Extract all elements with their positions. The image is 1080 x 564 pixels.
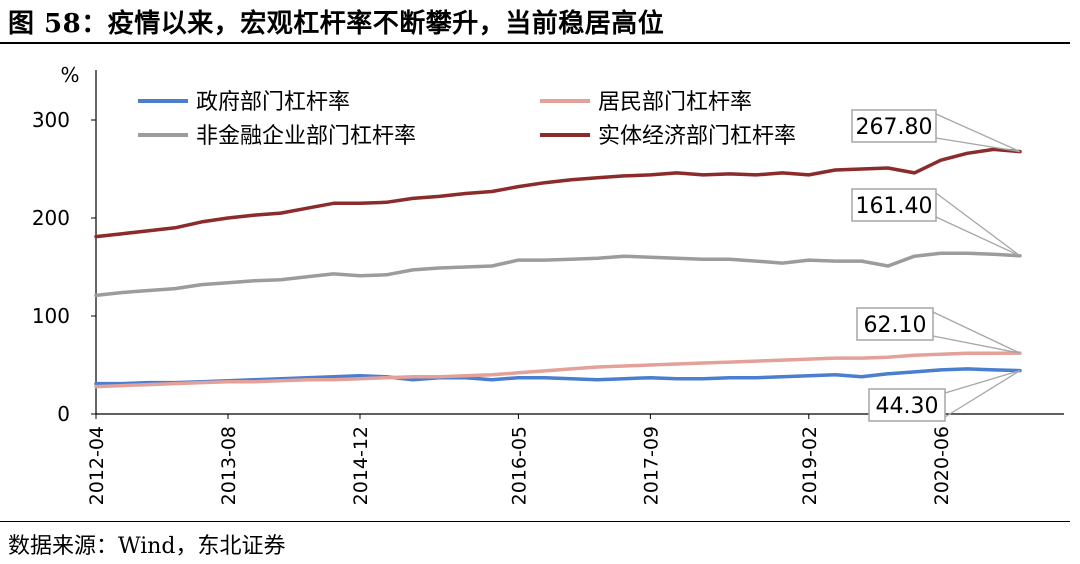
data-source: 数据来源：Wind，东北证券	[8, 534, 286, 559]
callout-label: 161.40	[856, 194, 933, 219]
x-tick-label: 2013-08	[218, 426, 240, 505]
callout-box	[868, 388, 946, 422]
callout-box	[851, 109, 937, 143]
figure-title: 图 58：疫情以来，宏观杠杆率不断攀升，当前稳居高位	[8, 9, 665, 39]
callout-leader	[935, 192, 1021, 257]
y-tick-label: 300	[32, 108, 70, 132]
y-tick-label: 0	[57, 402, 70, 426]
legend-label: 政府部门杠杆率	[196, 90, 350, 115]
callout-leader	[944, 369, 1021, 394]
callout-leader	[944, 370, 1021, 418]
x-tick-label: 2016-05	[508, 426, 530, 505]
y-tick-label: 200	[32, 206, 70, 230]
series-line-2	[94, 351, 1022, 389]
x-tick-label: 2017-09	[640, 426, 662, 505]
line-chart: % 0 100 200 300 2012-04 2013-08 2014-12 2016-05 2…	[32, 63, 1064, 505]
series-line-3	[94, 251, 1022, 298]
callout-leader	[932, 335, 1021, 354]
series-line-1	[94, 367, 1022, 386]
y-axis-label: %	[60, 63, 79, 87]
callout-box	[856, 307, 934, 341]
legend-label: 实体经济部门杠杆率	[598, 124, 796, 149]
x-tick-label: 2014-12	[350, 426, 372, 505]
callout-label: 267.80	[856, 115, 933, 140]
callout-leader	[932, 311, 1021, 354]
callout-leader	[935, 137, 1021, 153]
x-tick-label: 2012-04	[86, 426, 108, 505]
callout-label: 62.10	[864, 313, 927, 338]
legend-label: 居民部门杠杆率	[598, 90, 752, 115]
callout-leader	[935, 216, 1021, 257]
callout-label: 44.30	[876, 394, 939, 419]
title-divider	[0, 42, 1070, 44]
series-line-4	[94, 147, 1022, 239]
callout-leader	[935, 113, 1021, 153]
x-tick-label: 2020-06	[931, 426, 953, 505]
y-tick-label: 100	[32, 304, 70, 328]
x-tick-label: 2019-02	[799, 426, 821, 505]
bottom-divider	[0, 521, 1070, 522]
legend-label: 非金融企业部门杠杆率	[196, 124, 416, 149]
callout-box	[851, 188, 937, 222]
